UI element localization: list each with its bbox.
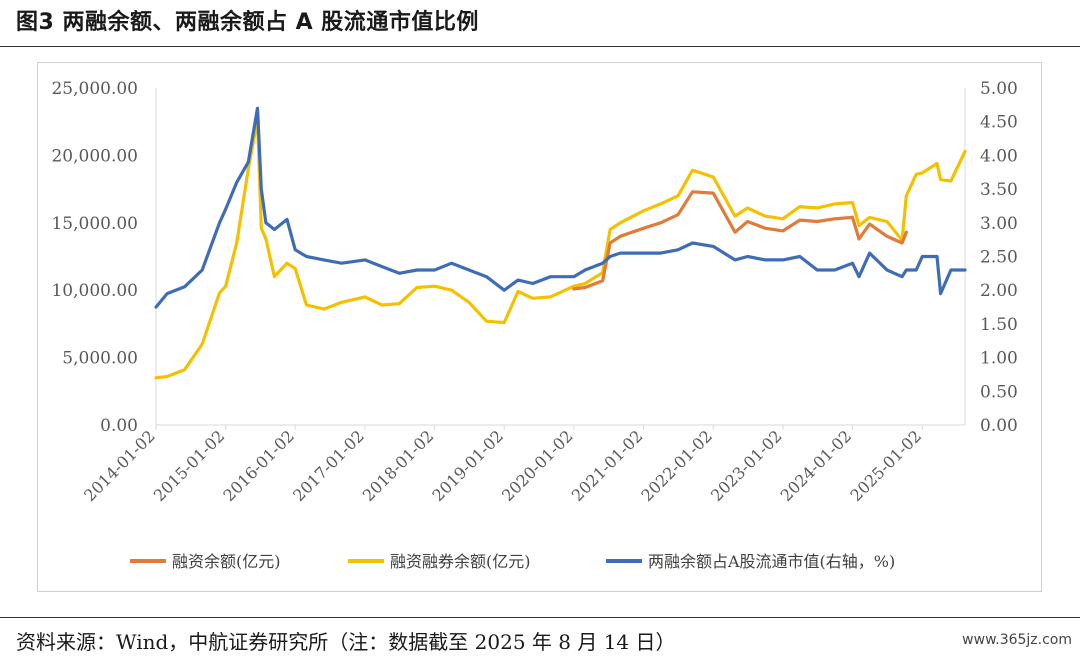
y-left-tick-label: 0.00 xyxy=(100,416,138,436)
watermark: www.365jz.com xyxy=(962,632,1072,648)
series-line-1 xyxy=(154,117,967,380)
y-right-tick-label: 5.00 xyxy=(980,79,1018,99)
legend-label: 两融余额占A股流通市值(右轴，%) xyxy=(648,552,895,571)
x-tick-label: 2016-01-02 xyxy=(219,426,298,505)
x-tick-label: 2019-01-02 xyxy=(428,426,507,505)
x-tick-label: 2025-01-02 xyxy=(846,426,925,505)
x-tick-label: 2023-01-02 xyxy=(707,426,786,505)
y-left-tick-label: 15,000.00 xyxy=(51,214,138,234)
y-right-tick-label: 3.50 xyxy=(980,180,1018,200)
chart-frame: 0.00 5,000.00 10,000.00 15,000.00 20,000.00 2… xyxy=(37,62,1042,592)
source-note: 资料来源：Wind，中航证券研究所（注：数据截至 2025 年 8 月 14 日… xyxy=(16,630,676,654)
y-left-tick-label: 20,000.00 xyxy=(51,146,138,166)
y-left-tick-label: 5,000.00 xyxy=(62,349,138,369)
y-right-tick-label: 3.00 xyxy=(980,214,1018,234)
x-tick-label: 2021-01-02 xyxy=(568,426,647,505)
x-tick-label: 2014-01-02 xyxy=(80,426,159,505)
y-right-tick-label: 4.50 xyxy=(980,113,1018,133)
x-tick-label: 2020-01-02 xyxy=(498,426,577,505)
series-line-0 xyxy=(572,190,908,291)
bottom-rule xyxy=(0,617,1080,618)
y-right-tick-label: 1.50 xyxy=(980,315,1018,335)
y-right-tick-label: 4.00 xyxy=(980,146,1018,166)
y-right-tick-label: 0.50 xyxy=(980,382,1018,402)
series-line-2 xyxy=(154,106,967,309)
x-tick-label: 2018-01-02 xyxy=(359,426,438,505)
y-right-tick-label: 2.00 xyxy=(980,281,1018,301)
x-tick-label: 2017-01-02 xyxy=(289,426,368,505)
y-right-tick-label: 2.50 xyxy=(980,248,1018,268)
x-tick-label: 2022-01-02 xyxy=(637,426,716,505)
y-right-tick-label: 0.00 xyxy=(980,416,1018,436)
x-tick-label: 2024-01-02 xyxy=(777,426,856,505)
y-right-tick-label: 1.00 xyxy=(980,349,1018,369)
y-left-tick-label: 25,000.00 xyxy=(51,79,138,99)
x-tick-label: 2015-01-02 xyxy=(150,426,229,505)
y-left-tick-label: 10,000.00 xyxy=(51,281,138,301)
line-chart: 0.00 5,000.00 10,000.00 15,000.00 20,000.00 2… xyxy=(51,79,1018,571)
figure-title: 图3 两融余额、两融余额占 A 股流通市值比例 xyxy=(16,10,479,35)
top-rule xyxy=(0,46,1080,47)
legend-label: 融资融券余额(亿元) xyxy=(390,552,531,571)
legend-label: 融资余额(亿元) xyxy=(172,552,281,571)
